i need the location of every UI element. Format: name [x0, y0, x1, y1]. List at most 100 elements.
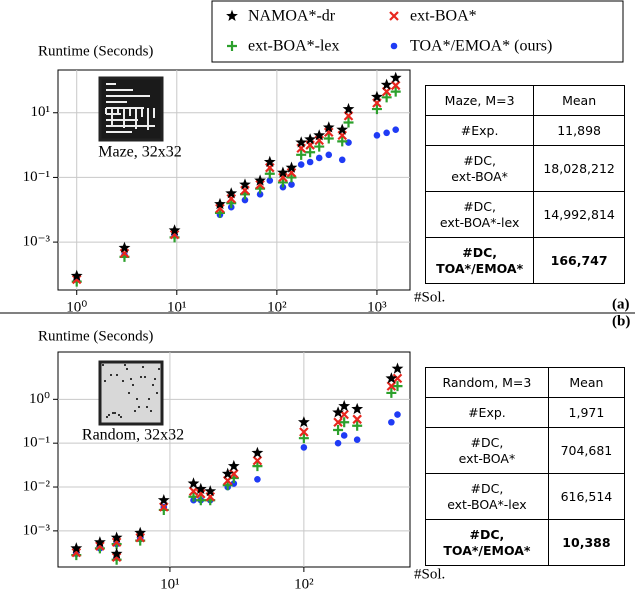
inset-obstacle [126, 368, 128, 370]
table-cell: #DC, ext-BOA* [424, 145, 535, 192]
star-marker [298, 416, 310, 428]
table-cell: 1,971 [547, 397, 626, 428]
inset-obstacle [112, 412, 114, 414]
plus-marker [392, 381, 403, 392]
star-marker [157, 494, 170, 506]
table-a: Maze, M=3 Mean #Exp. 11,898 #DC, ext-BOA* 18,… [424, 85, 625, 284]
legend-label: ext-BOA* [410, 8, 477, 25]
star-marker [214, 197, 226, 210]
x-marker [352, 414, 362, 425]
x-tick-label: 10⁰ [66, 299, 87, 315]
table-cell: #DC, TOA*/EMOA* [425, 519, 549, 566]
star-marker [332, 406, 344, 418]
plus-marker [390, 86, 401, 97]
y-tick-label: 10⁻² [23, 478, 51, 494]
circle-marker [383, 129, 390, 137]
inset-obstacle [142, 366, 144, 368]
table-cell: Mean [533, 85, 625, 116]
circle-marker [256, 191, 264, 198]
star-marker [70, 542, 83, 554]
table-cell: 18,028,212 [533, 145, 625, 192]
x-marker [299, 427, 309, 437]
circle-marker [353, 436, 361, 443]
star-marker [134, 526, 147, 538]
inset-obstacle [124, 364, 126, 366]
table-row: #DC, TOA*/EMOA* 166,747 [424, 237, 625, 284]
table-cell: 14,992,814 [533, 191, 625, 238]
plus-marker [296, 149, 307, 160]
table-cell: #DC, ext-BOA* [425, 427, 549, 474]
star-marker [225, 187, 238, 199]
star-marker [380, 78, 393, 90]
star-marker [168, 224, 181, 236]
inset-obstacle [154, 378, 156, 380]
star-marker [194, 482, 207, 494]
circle-marker [388, 418, 395, 426]
x-marker [111, 552, 122, 563]
circle-marker [345, 139, 352, 146]
plus-marker [277, 177, 288, 188]
star-marker [204, 485, 217, 497]
star-marker [251, 446, 264, 458]
star-marker [277, 166, 289, 178]
y-tick-label: 10⁻¹ [23, 169, 50, 185]
table-row: Random, M=3 Mean [425, 367, 626, 398]
inset-obstacle [136, 398, 138, 400]
star-marker [336, 123, 349, 135]
inset-obstacle [146, 406, 148, 408]
inset-obstacle [128, 392, 130, 394]
inset-obstacle [106, 416, 108, 418]
inset-label: Random, 32x32 [82, 427, 184, 444]
x-marker [252, 455, 263, 466]
star-marker [304, 133, 316, 145]
inset-obstacle [158, 368, 160, 370]
y-tick-label: 10⁰ [29, 391, 50, 407]
inset-obstacle [108, 414, 110, 416]
circle-marker [392, 126, 400, 133]
star-marker [94, 536, 106, 548]
circle-marker [266, 177, 274, 184]
star-marker [391, 362, 404, 374]
star-marker [227, 459, 240, 472]
circle-marker [373, 132, 381, 139]
star-marker [110, 531, 123, 543]
table-cell: Mean [547, 367, 626, 398]
table-cell: Random, M=3 [425, 367, 549, 398]
inset-obstacle [132, 384, 134, 386]
inset-obstacle [152, 384, 154, 386]
inset-image [98, 360, 164, 426]
x-tick-label: 10³ [367, 299, 387, 315]
circle-marker [241, 196, 249, 204]
table-row: #DC, ext-BOA* 704,681 [425, 427, 626, 474]
x-marker [333, 417, 343, 428]
star-marker [263, 155, 276, 167]
star-marker [338, 399, 351, 412]
inset-obstacle [118, 414, 120, 416]
x-tick-label: 10¹ [160, 576, 180, 592]
y-tick-label: 10⁻¹ [23, 435, 50, 451]
x-marker [255, 179, 265, 190]
plus-marker [339, 417, 350, 428]
plus-marker [343, 117, 354, 128]
x-tick-label: 10² [267, 299, 287, 315]
inset-obstacle [156, 392, 158, 394]
inset-obstacle [104, 380, 106, 382]
circle-marker [334, 439, 342, 447]
table-cell: #Exp. [424, 115, 535, 146]
x-marker [229, 469, 239, 479]
star-marker [110, 547, 123, 559]
table-cell: Maze, M=3 [424, 85, 535, 116]
circle-marker [297, 161, 305, 168]
table-cell: #Exp. [425, 397, 549, 428]
table-cell: 704,681 [547, 427, 626, 474]
x-marker [389, 11, 399, 21]
plus-marker [195, 495, 206, 506]
star-marker [322, 121, 335, 133]
legend-label: TOA*/EMOA* (ours) [410, 38, 552, 55]
panel-label: (a) [612, 296, 630, 312]
plus-marker [381, 92, 392, 103]
plus-marker [264, 168, 275, 179]
table-cell: #DC, TOA*/EMOA* [424, 237, 535, 284]
